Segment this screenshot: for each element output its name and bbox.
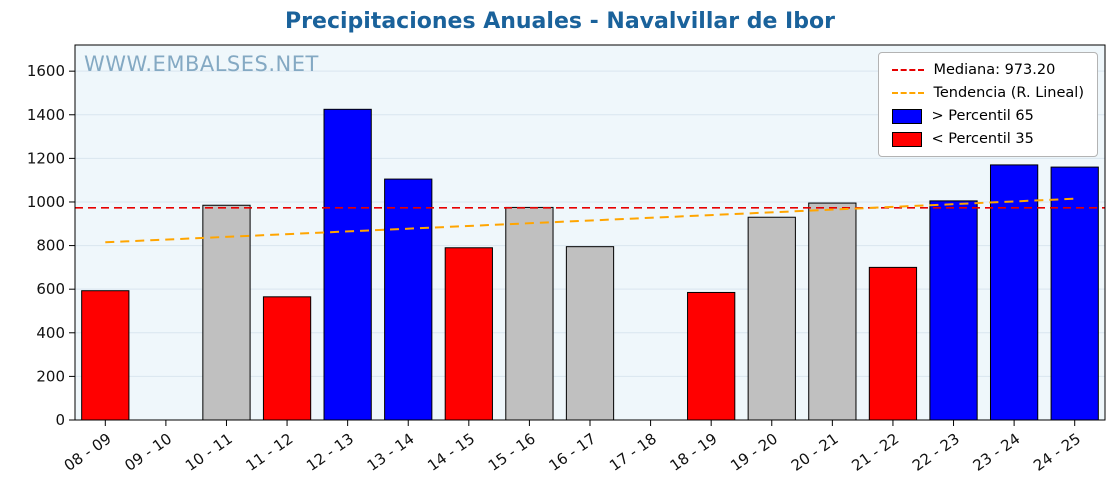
x-tick-label: 12 - 13	[303, 430, 357, 475]
x-tick-label: 18 - 19	[667, 430, 721, 475]
trend-line	[105, 197, 1075, 244]
x-tick-label: 14 - 15	[424, 430, 478, 475]
y-tick-label: 600	[36, 280, 65, 298]
x-tick-label: 17 - 18	[606, 430, 660, 475]
bar	[565, 246, 615, 421]
bar	[81, 290, 130, 421]
x-tick-label: 21 - 22	[848, 430, 902, 475]
y-tick-label: 1000	[27, 193, 65, 211]
percentil35-swatch-icon	[892, 131, 923, 147]
x-tick-label: 09 - 10	[121, 430, 175, 475]
trend-line-icon	[892, 92, 925, 94]
x-tick-label: 13 - 14	[364, 430, 418, 475]
x-tick-label: 19 - 20	[727, 430, 781, 475]
x-tick-label: 16 - 17	[545, 430, 599, 475]
y-tick-label: 0	[55, 411, 65, 429]
y-tick-label: 800	[36, 237, 65, 255]
x-tick-label: 22 - 23	[909, 430, 963, 475]
percentil65-swatch-icon	[892, 108, 923, 124]
bar	[747, 216, 796, 421]
bar	[929, 200, 978, 421]
y-tick-label: 1400	[27, 106, 65, 124]
legend-item: Tendencia (R. Lineal)	[892, 85, 1084, 101]
x-tick-label: 15 - 16	[485, 430, 539, 475]
bar	[202, 204, 251, 421]
y-tick-label: 1200	[27, 149, 65, 167]
bar	[384, 178, 433, 421]
legend: Mediana: 973.20 Tendencia (R. Lineal) > Pe…	[878, 52, 1098, 157]
y-tick-label: 200	[36, 367, 65, 385]
x-tick-label: 24 - 25	[1030, 430, 1084, 475]
bar	[808, 202, 857, 421]
y-tick-label: 1600	[27, 62, 65, 80]
legend-item: > Percentil 65	[892, 108, 1084, 124]
legend-label: > Percentil 65	[931, 108, 1034, 124]
legend-item: Mediana: 973.20	[892, 62, 1084, 78]
legend-item: < Percentil 35	[892, 131, 1084, 147]
watermark: WWW.EMBALSES.NET	[84, 52, 319, 76]
bar	[323, 108, 372, 421]
legend-label: Mediana: 973.20	[933, 62, 1056, 78]
x-tick-label: 10 - 11	[182, 430, 236, 475]
bar	[868, 266, 918, 421]
x-tick-label: 08 - 09	[61, 430, 115, 475]
bar	[687, 291, 736, 421]
bar	[1050, 166, 1099, 421]
legend-label: < Percentil 35	[931, 131, 1034, 147]
y-tick-label: 400	[36, 324, 65, 342]
x-tick-label: 23 - 24	[970, 430, 1024, 475]
x-tick-label: 11 - 12	[243, 430, 297, 475]
x-tick-label: 20 - 21	[788, 430, 842, 475]
bar	[262, 296, 312, 421]
median-line-icon	[892, 69, 925, 71]
legend-label: Tendencia (R. Lineal)	[933, 85, 1084, 101]
bar	[505, 206, 554, 421]
chart-title: Precipitaciones Anuales - Navalvillar de…	[285, 9, 835, 34]
bar	[444, 247, 493, 421]
